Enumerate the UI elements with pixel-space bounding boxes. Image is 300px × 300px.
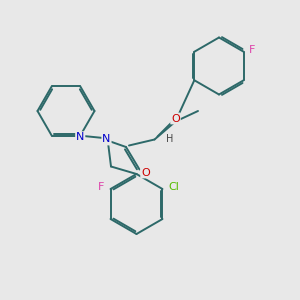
Text: N: N [102,134,111,145]
Text: H: H [166,134,173,145]
Text: O: O [171,113,180,124]
Text: Cl: Cl [168,182,179,193]
Text: F: F [98,182,104,193]
Text: F: F [249,45,255,55]
Text: O: O [141,167,150,178]
Text: N: N [76,132,84,142]
